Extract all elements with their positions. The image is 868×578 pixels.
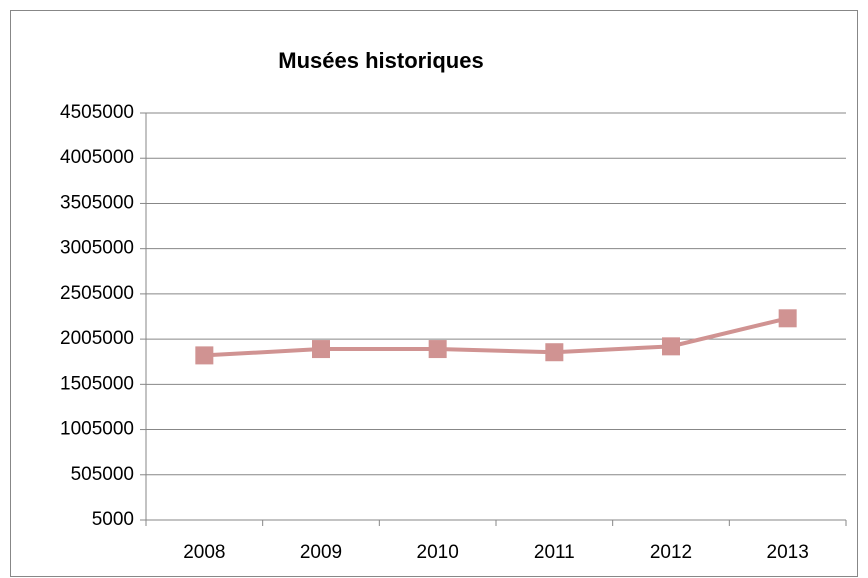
y-tick-label: 3505000 (60, 192, 134, 213)
y-tick-label: 3005000 (60, 238, 134, 259)
y-tick-label: 505000 (71, 464, 134, 485)
series-marker (778, 309, 797, 328)
chart-title: Musées historiques (278, 48, 483, 73)
y-tick-label: 1505000 (60, 373, 134, 394)
y-tick-label: 4505000 (60, 102, 134, 123)
series-marker (428, 340, 447, 359)
x-tick-label: 2013 (767, 542, 809, 563)
x-tick-label: 2012 (650, 542, 692, 563)
y-tick-label: 1005000 (60, 419, 134, 440)
y-tick-label: 4005000 (60, 147, 134, 168)
y-tick-label: 5000 (92, 509, 134, 530)
series-marker (195, 346, 214, 365)
y-tick-label: 2505000 (60, 283, 134, 304)
y-tick-label: 2005000 (60, 328, 134, 349)
series-marker (545, 343, 564, 362)
series-marker (662, 337, 680, 356)
series-marker (312, 340, 330, 359)
x-tick-label: 2010 (417, 542, 459, 563)
x-tick-label: 2008 (183, 542, 225, 563)
series-line (204, 316, 789, 358)
x-tick-label: 2011 (534, 542, 575, 563)
x-tick-label: 2009 (300, 542, 342, 563)
